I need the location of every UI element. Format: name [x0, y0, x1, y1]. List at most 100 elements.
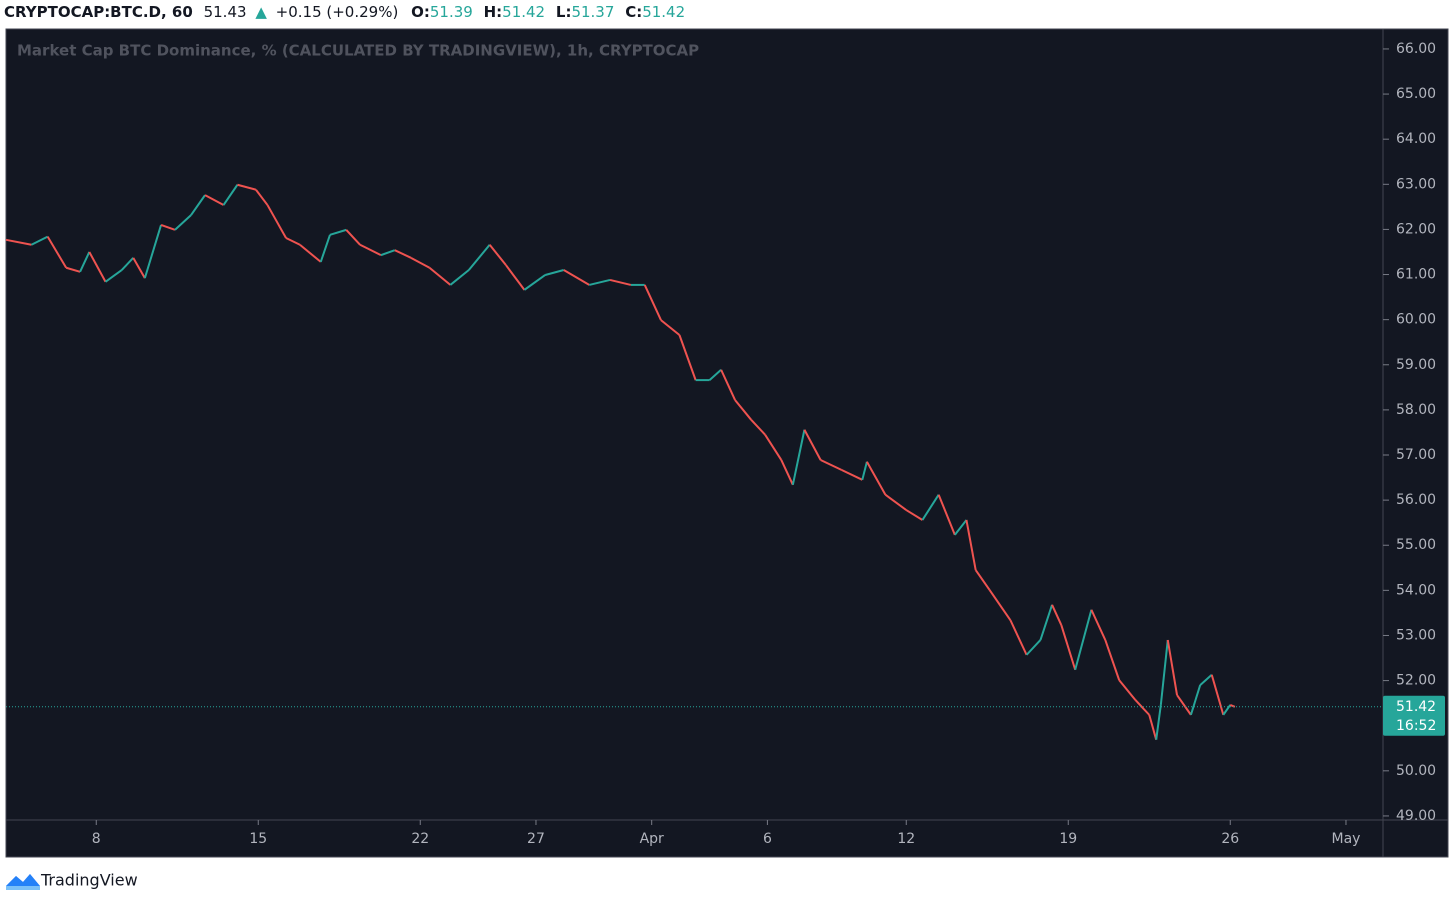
price-segment: [79, 251, 91, 273]
price-segment: [104, 269, 123, 283]
symbol: CRYPTOCAP:BTC.D, 60: [4, 3, 193, 21]
price-segment: [544, 269, 565, 276]
price-segment: [222, 184, 239, 206]
price-segment: [266, 204, 287, 239]
x-tick-label: 19: [1059, 831, 1077, 847]
price-segment: [449, 269, 470, 286]
y-tick-label: 65.00: [1396, 86, 1436, 102]
y-tick-label: 58.00: [1396, 402, 1436, 418]
y-tick-label: 53.00: [1396, 627, 1436, 643]
price-segment: [609, 278, 632, 286]
price-segment: [1222, 704, 1232, 716]
price-segment: [954, 519, 968, 536]
last: 51.43: [204, 3, 247, 21]
price-segment: [88, 251, 107, 283]
change: +0.15 (+0.29%): [276, 3, 399, 21]
x-tick-label: 27: [527, 831, 545, 847]
y-tick-label: 54.00: [1396, 582, 1436, 598]
y-tick-label: 50.00: [1396, 763, 1436, 779]
y-tick-label: 56.00: [1396, 492, 1436, 508]
h-value: 51.42: [502, 3, 545, 21]
price-label-box: [1383, 695, 1445, 736]
chart-panel: [5, 28, 1449, 858]
price-segment: [505, 264, 526, 291]
x-tick-label: 22: [411, 831, 429, 847]
brand-logo: [6, 874, 40, 890]
price-segment: [345, 229, 361, 246]
price-segment: [841, 468, 863, 481]
chart-title: Market Cap BTC Dominance, % (CALCULATED …: [17, 42, 699, 60]
countdown: 16:52: [1396, 718, 1436, 734]
price-segment: [46, 236, 68, 269]
header: CRYPTOCAP:BTC.D, 60 51.43 ▲ +0.15 (+0.29…: [4, 3, 685, 21]
price-segment: [65, 266, 81, 273]
price-segment: [1074, 609, 1093, 671]
price-segment: [720, 369, 736, 401]
l-value: 51.37: [571, 3, 614, 21]
price-label: 51.42: [1396, 699, 1436, 715]
y-tick-label: 52.00: [1396, 673, 1436, 689]
x-tick-label: 26: [1221, 831, 1239, 847]
y-tick-label: 63.00: [1396, 176, 1436, 192]
price-segment: [678, 334, 697, 381]
price-segment: [988, 589, 1012, 621]
price-segment: [410, 256, 430, 269]
price-segment: [1090, 609, 1107, 641]
price-segment: [764, 434, 783, 461]
y-tick-label: 66.00: [1396, 41, 1436, 57]
price-segment: [299, 243, 322, 263]
price-segment: [160, 223, 176, 231]
price-segment: [143, 224, 163, 279]
c-label: C:: [625, 3, 642, 21]
price-segment: [319, 234, 331, 263]
y-tick-label: 61.00: [1396, 267, 1436, 283]
x-tick-label: 15: [249, 831, 267, 847]
price-segment: [791, 429, 806, 485]
price-segment: [1199, 673, 1213, 686]
price-segment: [937, 494, 956, 536]
y-tick-label: 64.00: [1396, 131, 1436, 147]
y-tick-label: 60.00: [1396, 312, 1436, 328]
x-tick-label: 6: [763, 831, 772, 847]
price-segment: [820, 459, 842, 471]
price-segment: [428, 266, 451, 286]
arrow: ▲: [255, 3, 267, 21]
price-segment: [359, 243, 382, 257]
price-segment: [921, 494, 940, 521]
price-segment: [120, 257, 135, 271]
price-segment: [588, 278, 611, 286]
price-segment: [905, 509, 923, 521]
price-segment: [1176, 694, 1192, 716]
y-tick-label: 62.00: [1396, 221, 1436, 237]
x-tick-label: May: [1331, 831, 1360, 847]
price-segment: [643, 284, 662, 321]
price-segment: [380, 249, 396, 257]
price-segment: [750, 419, 766, 436]
price-segment: [1159, 639, 1169, 706]
price-segment: [174, 214, 192, 231]
price-segment: [1210, 674, 1225, 716]
price-segment: [488, 244, 507, 266]
price-segment: [468, 244, 491, 271]
y-tick-label: 59.00: [1396, 357, 1436, 373]
price-segment: [861, 461, 868, 481]
price-segment: [1155, 704, 1162, 740]
price-segment: [1166, 639, 1179, 696]
price-segment: [780, 459, 794, 486]
brand: TradingView: [40, 871, 138, 890]
x-tick-label: 8: [92, 831, 101, 847]
price-segment: [1009, 619, 1028, 656]
price-segment: [884, 493, 907, 511]
price-segment: [1051, 604, 1063, 626]
price-segment: [563, 269, 590, 286]
h-label: H:: [484, 3, 503, 21]
price-segment: [237, 183, 257, 191]
price-segment: [965, 519, 977, 571]
y-tick-label: 57.00: [1396, 447, 1436, 463]
x-tick-label: 12: [897, 831, 915, 847]
price-segment: [329, 228, 347, 236]
price-segment: [974, 569, 991, 591]
c-value: 51.42: [642, 3, 685, 21]
price-segment: [1189, 684, 1202, 716]
